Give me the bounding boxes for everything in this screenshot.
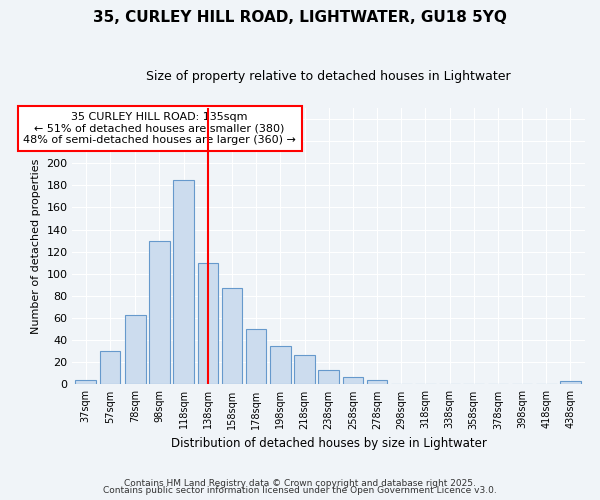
Bar (367, 380, 388, 384)
Bar (246, 329, 266, 384)
Bar (173, 180, 194, 384)
Bar (343, 376, 363, 384)
Bar (149, 240, 170, 384)
Text: 35 CURLEY HILL ROAD: 135sqm
← 51% of detached houses are smaller (380)
48% of se: 35 CURLEY HILL ROAD: 135sqm ← 51% of det… (23, 112, 296, 145)
Bar (221, 288, 242, 384)
Y-axis label: Number of detached properties: Number of detached properties (31, 158, 41, 334)
Bar (197, 262, 218, 384)
Text: Contains HM Land Registry data © Crown copyright and database right 2025.: Contains HM Land Registry data © Crown c… (124, 478, 476, 488)
X-axis label: Distribution of detached houses by size in Lightwater: Distribution of detached houses by size … (171, 437, 487, 450)
Bar (76, 380, 96, 384)
Bar (270, 346, 290, 385)
Bar (125, 314, 146, 384)
Title: Size of property relative to detached houses in Lightwater: Size of property relative to detached ho… (146, 70, 511, 83)
Bar (319, 370, 339, 384)
Text: 35, CURLEY HILL ROAD, LIGHTWATER, GU18 5YQ: 35, CURLEY HILL ROAD, LIGHTWATER, GU18 5… (93, 10, 507, 25)
Bar (100, 351, 120, 384)
Text: Contains public sector information licensed under the Open Government Licence v3: Contains public sector information licen… (103, 486, 497, 495)
Bar (294, 354, 315, 384)
Bar (560, 381, 581, 384)
